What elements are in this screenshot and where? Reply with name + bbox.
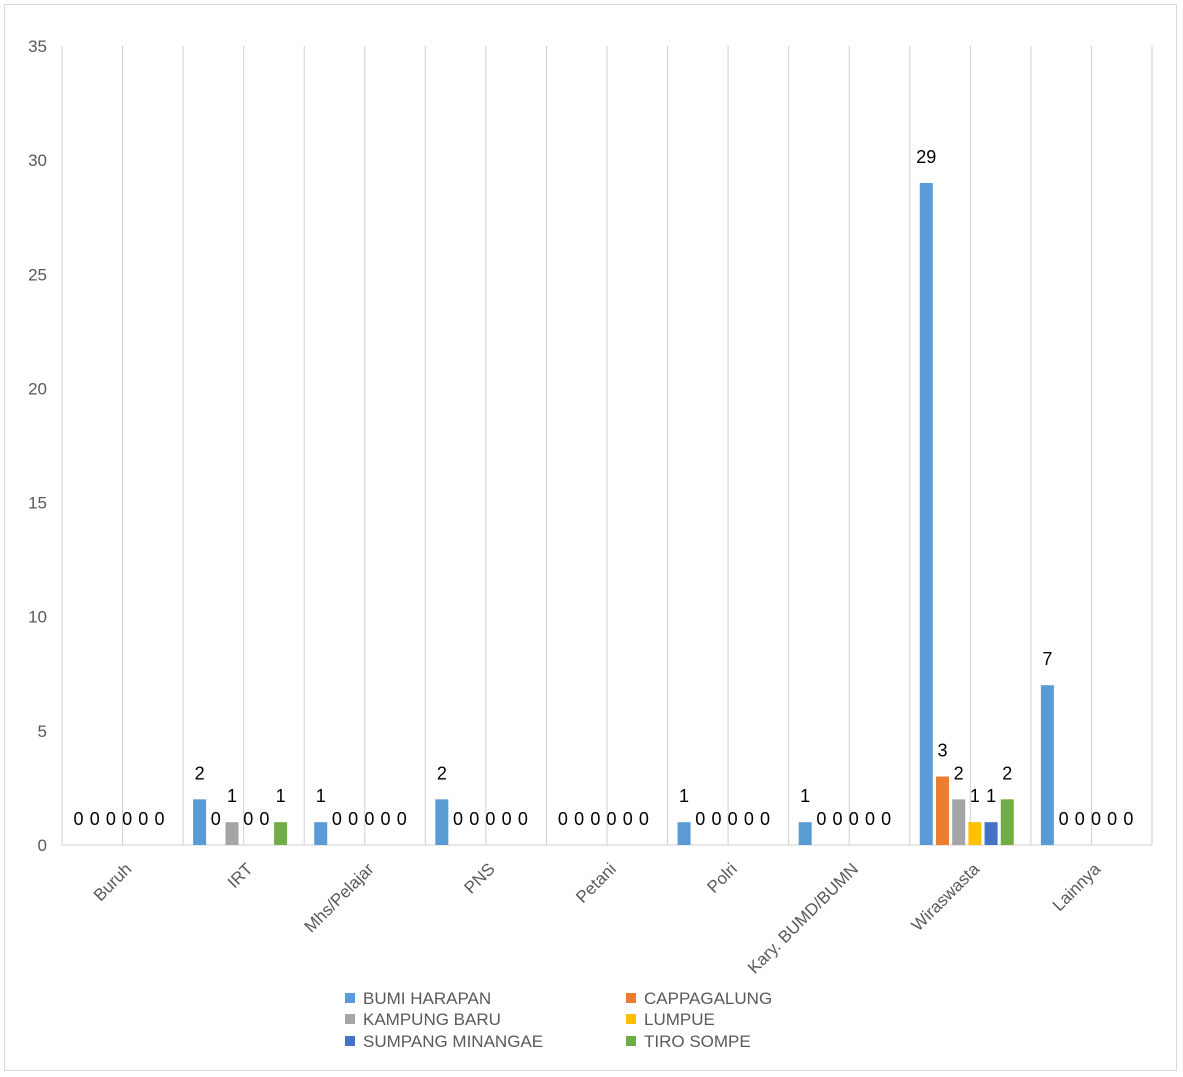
bar: [952, 799, 966, 845]
data-label: 1: [800, 786, 810, 806]
data-label: 0: [502, 809, 512, 829]
data-label: 0: [90, 809, 100, 829]
data-label: 0: [695, 809, 705, 829]
data-label: 3: [937, 741, 947, 761]
x-tick-label: Kary. BUMD/BUMN: [744, 859, 862, 977]
x-tick-label: Buruh: [90, 859, 136, 905]
data-label: 0: [590, 809, 600, 829]
data-label: 0: [574, 809, 584, 829]
chart-frame: [4, 4, 1177, 1071]
bar: [968, 822, 982, 845]
data-label: 0: [138, 809, 148, 829]
bar: [1000, 799, 1014, 845]
data-label: 2: [195, 763, 205, 783]
data-label: 0: [453, 809, 463, 829]
data-label: 1: [276, 786, 286, 806]
data-label: 2: [954, 763, 964, 783]
bar: [935, 776, 949, 845]
data-label: 1: [679, 786, 689, 806]
legend-entry: LUMPUE: [644, 1010, 715, 1029]
bar: [984, 822, 998, 845]
data-label: 1: [986, 786, 996, 806]
legend-entry: KAMPUNG BARU: [363, 1010, 501, 1029]
y-tick-label: 5: [38, 722, 47, 741]
bar: [274, 822, 288, 845]
legend-entry: TIRO SOMPE: [644, 1032, 751, 1051]
data-label: 0: [397, 809, 407, 829]
data-label: 0: [1091, 809, 1101, 829]
bar: [193, 799, 207, 845]
data-label: 0: [728, 809, 738, 829]
y-tick-label: 10: [28, 608, 47, 627]
bar: [225, 822, 239, 845]
legend-swatch: [626, 1036, 636, 1046]
data-label: 0: [106, 809, 116, 829]
data-label: 0: [760, 809, 770, 829]
x-tick-label: PNS: [461, 859, 499, 897]
data-label: 1: [316, 786, 326, 806]
data-label: 0: [211, 809, 221, 829]
legend-entry: SUMPANG MINANGAE: [363, 1032, 543, 1051]
data-label: 1: [227, 786, 237, 806]
data-label: 2: [437, 763, 447, 783]
y-tick-label: 20: [28, 379, 47, 398]
y-tick-label: 35: [28, 37, 47, 56]
bar: [919, 182, 933, 845]
data-label: 0: [332, 809, 342, 829]
data-label: 0: [623, 809, 633, 829]
x-tick-label: Mhs/Pelajar: [301, 859, 378, 936]
x-tick-label: Wiraswasta: [908, 859, 984, 935]
bar: [314, 822, 328, 845]
data-label: 0: [518, 809, 528, 829]
data-label: 0: [744, 809, 754, 829]
x-tick-label: IRT: [224, 859, 257, 892]
legend-swatch: [345, 1014, 355, 1024]
data-label: 0: [73, 809, 83, 829]
data-label: 0: [122, 809, 132, 829]
data-label: 1: [970, 786, 980, 806]
data-label: 0: [485, 809, 495, 829]
x-tick-label: Lainnya: [1049, 859, 1105, 915]
legend-swatch: [626, 1014, 636, 1024]
data-label: 0: [607, 809, 617, 829]
legend-swatch: [345, 1036, 355, 1046]
legend-swatch: [626, 993, 636, 1003]
data-label: 0: [1059, 809, 1069, 829]
data-label: 0: [1075, 809, 1085, 829]
data-label: 0: [259, 809, 269, 829]
data-label: 0: [711, 809, 721, 829]
data-label: 0: [364, 809, 374, 829]
data-label: 0: [558, 809, 568, 829]
data-label: 0: [469, 809, 479, 829]
data-label: 0: [243, 809, 253, 829]
bar: [1040, 685, 1054, 845]
data-label: 0: [1107, 809, 1117, 829]
data-label: 7: [1042, 649, 1052, 669]
legend-swatch: [345, 993, 355, 1003]
bar: [677, 822, 691, 845]
data-label: 0: [154, 809, 164, 829]
data-label: 0: [849, 809, 859, 829]
y-tick-label: 15: [28, 494, 47, 513]
data-label: 0: [833, 809, 843, 829]
legend-entry: CAPPAGALUNG: [644, 989, 772, 1008]
data-label: 0: [865, 809, 875, 829]
data-label: 0: [381, 809, 391, 829]
y-tick-label: 25: [28, 265, 47, 284]
data-label: 0: [348, 809, 358, 829]
data-label: 0: [816, 809, 826, 829]
data-label: 2: [1002, 763, 1012, 783]
bar: [435, 799, 449, 845]
data-label: 0: [1123, 809, 1133, 829]
x-tick-label: Petani: [572, 859, 620, 907]
bar: [798, 822, 812, 845]
y-tick-label: 30: [28, 151, 47, 170]
x-tick-label: Polri: [703, 859, 740, 896]
data-label: 0: [881, 809, 891, 829]
y-tick-label: 0: [38, 836, 47, 855]
data-label: 29: [916, 147, 936, 167]
data-label: 0: [639, 809, 649, 829]
legend-entry: BUMI HARAPAN: [363, 989, 491, 1008]
